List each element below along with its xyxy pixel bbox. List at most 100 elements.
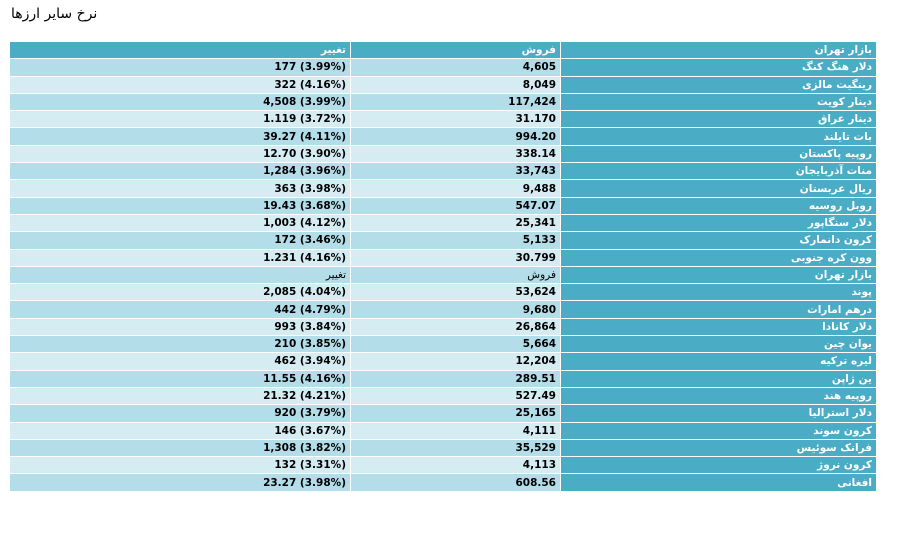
- currency-name-cell: رینگیت مالزی: [561, 76, 876, 93]
- header-sell: فروش: [351, 42, 561, 59]
- sell-cell: 35,529: [351, 439, 561, 457]
- sell-cell: 8,049: [351, 76, 561, 93]
- page-title: نرخ سایر ارزها: [11, 6, 98, 22]
- change-cell: (3.90%) 12.70: [10, 145, 351, 163]
- table-row: (4.04%) 2,085 53,624 پوند: [10, 284, 876, 301]
- sell-cell: 608.56: [351, 474, 561, 491]
- change-cell: (4.16%) 322: [10, 76, 351, 93]
- table-row: (3.68%) 19.43 547.07 روبل روسیه: [10, 197, 876, 214]
- header-change: تغییر: [10, 42, 351, 59]
- sell-cell: 53,624: [351, 284, 561, 301]
- table-row: (4.16%) 11.55 289.51 ین ژاپن: [10, 370, 876, 387]
- change-cell: (3.31%) 132: [10, 457, 351, 474]
- sell-cell: 289.51: [351, 370, 561, 387]
- table-row: (4.21%) 21.32 527.49 روپیه هند: [10, 387, 876, 405]
- change-cell: (3.98%) 363: [10, 180, 351, 197]
- currency-name-cell: دلار استرالیا: [561, 405, 876, 422]
- table-row: (3.99%) 177 4,605 دلار هنگ کنگ: [10, 59, 876, 76]
- currency-name-cell: وون کره جنوبی: [561, 249, 876, 266]
- change-cell: (3.72%) 1.119: [10, 111, 351, 128]
- currency-name-cell: روبل روسیه: [561, 197, 876, 214]
- change-cell: (3.68%) 19.43: [10, 197, 351, 214]
- table-row: (4.79%) 442 9,680 درهم امارات: [10, 301, 876, 318]
- currency-name-cell: درهم امارات: [561, 301, 876, 318]
- table-row: (3.84%) 993 26,864 دلار کانادا: [10, 318, 876, 336]
- sell-cell: 9,680: [351, 301, 561, 318]
- currency-name-cell: کرون دانمارک: [561, 232, 876, 249]
- table-row: (3.99%) 4,508 117,424 دینار کویت: [10, 93, 876, 111]
- currency-name-cell: منات آذربایجان: [561, 163, 876, 180]
- currency-name-cell: یوان چین: [561, 336, 876, 353]
- table-row: (3.94%) 462 12,204 لیره ترکیه: [10, 353, 876, 370]
- change-cell: (3.79%) 920: [10, 405, 351, 422]
- currency-name-cell: افغانی: [561, 474, 876, 491]
- sell-cell: 527.49: [351, 387, 561, 405]
- change-cell: (3.67%) 146: [10, 422, 351, 439]
- currency-name-cell: ین ژاپن: [561, 370, 876, 387]
- table-subheader-row: تغییر فروش بازار تهران: [10, 266, 876, 284]
- currency-name-cell: پوند: [561, 284, 876, 301]
- sell-cell: 26,864: [351, 318, 561, 336]
- change-cell: (3.46%) 172: [10, 232, 351, 249]
- sell-cell: 5,133: [351, 232, 561, 249]
- currency-rates-table: تغییر فروش بازار تهران (3.99%) 177 4,605 د…: [10, 41, 876, 492]
- table-row: (3.98%) 23.27 608.56 افغانی: [10, 474, 876, 491]
- subheader-market: بازار تهران: [561, 266, 876, 284]
- table-row: (3.85%) 210 5,664 یوان چین: [10, 336, 876, 353]
- currency-name-cell: روپیه پاکستان: [561, 145, 876, 163]
- table-row: (3.98%) 363 9,488 ریال عربستان: [10, 180, 876, 197]
- table-row: (3.67%) 146 4,111 کرون سوند: [10, 422, 876, 439]
- sell-cell: 4,605: [351, 59, 561, 76]
- currency-name-cell: دینار کویت: [561, 93, 876, 111]
- change-cell: (4.04%) 2,085: [10, 284, 351, 301]
- change-cell: (4.79%) 442: [10, 301, 351, 318]
- table-row: (4.12%) 1,003 25,341 دلار سنگاپور: [10, 214, 876, 232]
- change-cell: (3.96%) 1,284: [10, 163, 351, 180]
- sell-cell: 994.20: [351, 128, 561, 145]
- sell-cell: 4,111: [351, 422, 561, 439]
- sell-cell: 25,341: [351, 214, 561, 232]
- sell-cell: 338.14: [351, 145, 561, 163]
- table-row: (3.79%) 920 25,165 دلار استرالیا: [10, 405, 876, 422]
- table-row: (3.31%) 132 4,113 کرون نروژ: [10, 457, 876, 474]
- sell-cell: 4,113: [351, 457, 561, 474]
- change-cell: (3.84%) 993: [10, 318, 351, 336]
- subheader-sell: فروش: [351, 266, 561, 284]
- change-cell: (4.11%) 39.27: [10, 128, 351, 145]
- currency-name-cell: فرانک سوئیس: [561, 439, 876, 457]
- currency-name-cell: کرون نروژ: [561, 457, 876, 474]
- subheader-change: تغییر: [10, 266, 351, 284]
- table-row: (3.82%) 1,308 35,529 فرانک سوئیس: [10, 439, 876, 457]
- change-cell: (4.12%) 1,003: [10, 214, 351, 232]
- sell-cell: 31.170: [351, 111, 561, 128]
- change-cell: (4.21%) 21.32: [10, 387, 351, 405]
- sell-cell: 9,488: [351, 180, 561, 197]
- sell-cell: 30.799: [351, 249, 561, 266]
- sell-cell: 547.07: [351, 197, 561, 214]
- table-row: (3.90%) 12.70 338.14 روپیه پاکستان: [10, 145, 876, 163]
- change-cell: (3.98%) 23.27: [10, 474, 351, 491]
- currency-name-cell: بات تایلند: [561, 128, 876, 145]
- table-row: (3.96%) 1,284 33,743 منات آذربایجان: [10, 163, 876, 180]
- change-cell: (3.99%) 177: [10, 59, 351, 76]
- table-row: (4.16%) 1.231 30.799 وون کره جنوبی: [10, 249, 876, 266]
- change-cell: (3.99%) 4,508: [10, 93, 351, 111]
- currency-name-cell: دلار کانادا: [561, 318, 876, 336]
- currency-name-cell: دینار عراق: [561, 111, 876, 128]
- table-row: (3.46%) 172 5,133 کرون دانمارک: [10, 232, 876, 249]
- change-cell: (4.16%) 1.231: [10, 249, 351, 266]
- sell-cell: 33,743: [351, 163, 561, 180]
- sell-cell: 5,664: [351, 336, 561, 353]
- table-row: (3.72%) 1.119 31.170 دینار عراق: [10, 111, 876, 128]
- header-market: بازار تهران: [561, 42, 876, 59]
- currency-name-cell: ریال عربستان: [561, 180, 876, 197]
- currency-name-cell: لیره ترکیه: [561, 353, 876, 370]
- change-cell: (3.85%) 210: [10, 336, 351, 353]
- table-header-row: تغییر فروش بازار تهران: [10, 42, 876, 59]
- change-cell: (4.16%) 11.55: [10, 370, 351, 387]
- currency-name-cell: کرون سوند: [561, 422, 876, 439]
- currency-name-cell: روپیه هند: [561, 387, 876, 405]
- currency-name-cell: دلار سنگاپور: [561, 214, 876, 232]
- change-cell: (3.94%) 462: [10, 353, 351, 370]
- table-row: (4.11%) 39.27 994.20 بات تایلند: [10, 128, 876, 145]
